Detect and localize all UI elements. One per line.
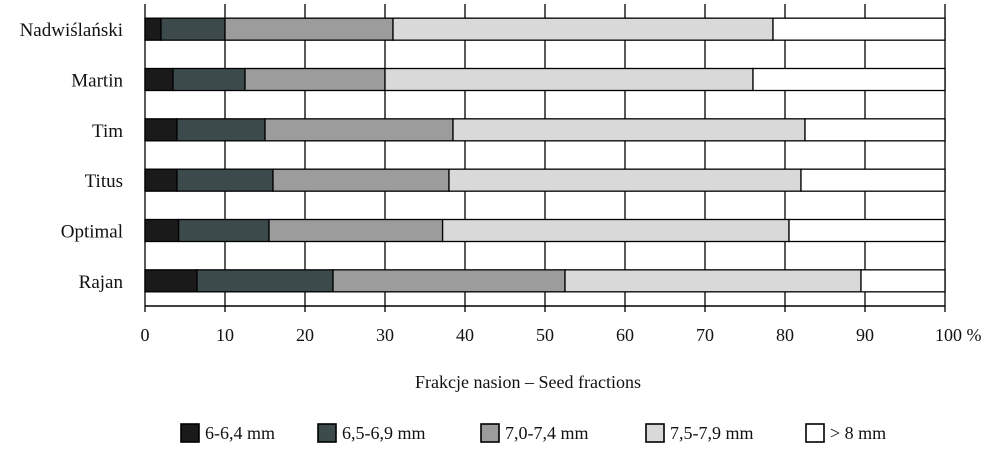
legend-label: 7,5-7,9 mm (670, 423, 754, 443)
bar-segment (441, 218, 790, 243)
legend-swatch (180, 423, 200, 443)
legend-swatch (317, 423, 337, 443)
bars (144, 17, 946, 293)
x-tick-label: 0 (141, 325, 150, 345)
x-tick-label: 40 (456, 325, 474, 345)
category-label: Martin (71, 71, 123, 92)
bar-segment (196, 269, 334, 293)
bar-segment (564, 269, 862, 293)
bar-segment (172, 67, 246, 92)
bar-segment (772, 17, 946, 41)
category-labels: Nadwiślański Martin Tim Titus Optimal Rajan (20, 20, 124, 293)
bar-segment (752, 67, 946, 92)
x-tick-label: 90 (856, 325, 874, 345)
bar-segment (804, 118, 946, 142)
legend-label: 6,5-6,9 mm (342, 423, 426, 443)
category-label: Tim (92, 121, 123, 142)
bar-segment (332, 269, 566, 293)
bar-segment (176, 168, 274, 192)
x-axis-title: Frakcje nasion – Seed fractions (415, 372, 641, 392)
bar-segment (264, 118, 454, 142)
bar-segment (144, 269, 198, 293)
bar-segment (244, 67, 386, 92)
x-tick-label: 50 (536, 325, 554, 345)
legend-swatch (480, 423, 500, 443)
category-label: Nadwiślański (20, 20, 123, 41)
legend-swatch (805, 423, 825, 443)
bar-segment (144, 17, 162, 41)
bar-segment (144, 218, 180, 243)
bar-segment (448, 168, 802, 192)
x-tick-label: 80 (776, 325, 794, 345)
category-label: Rajan (79, 272, 124, 293)
bar-segment (788, 218, 946, 243)
legend-label: 7,0-7,4 mm (505, 423, 589, 443)
bar-segment (144, 118, 178, 142)
bar-segment (176, 118, 266, 142)
bar-segment (144, 67, 174, 92)
category-label: Titus (85, 171, 123, 192)
bar-segment (452, 118, 806, 142)
x-tick-label: 70 (696, 325, 714, 345)
x-tick-label: 100 % (935, 325, 982, 345)
bar-segment (272, 168, 450, 192)
bar-segment (177, 218, 270, 243)
legend-swatch (645, 423, 665, 443)
legend-label: 6-6,4 mm (205, 423, 275, 443)
bar-segment (160, 17, 226, 41)
gridlines (144, 4, 946, 306)
category-label: Optimal (61, 222, 123, 243)
bar-segment (800, 168, 946, 192)
x-axis: 0 10 20 30 40 50 60 70 80 90 100 % (141, 305, 982, 345)
x-tick-label: 20 (296, 325, 314, 345)
bar-segment (392, 17, 774, 41)
x-tick-label: 60 (616, 325, 634, 345)
x-tick-label: 30 (376, 325, 394, 345)
bar-segment (144, 168, 178, 192)
legend: 6-6,4 mm 6,5-6,9 mm 7,0-7,4 mm 7,5-7,9 mm > … (180, 423, 886, 443)
bar-segment (268, 218, 444, 243)
bar-segment (224, 17, 394, 41)
x-tick-label: 10 (216, 325, 234, 345)
bar-segment (860, 269, 946, 293)
legend-label: > 8 mm (830, 423, 886, 443)
bar-segment (384, 67, 754, 92)
